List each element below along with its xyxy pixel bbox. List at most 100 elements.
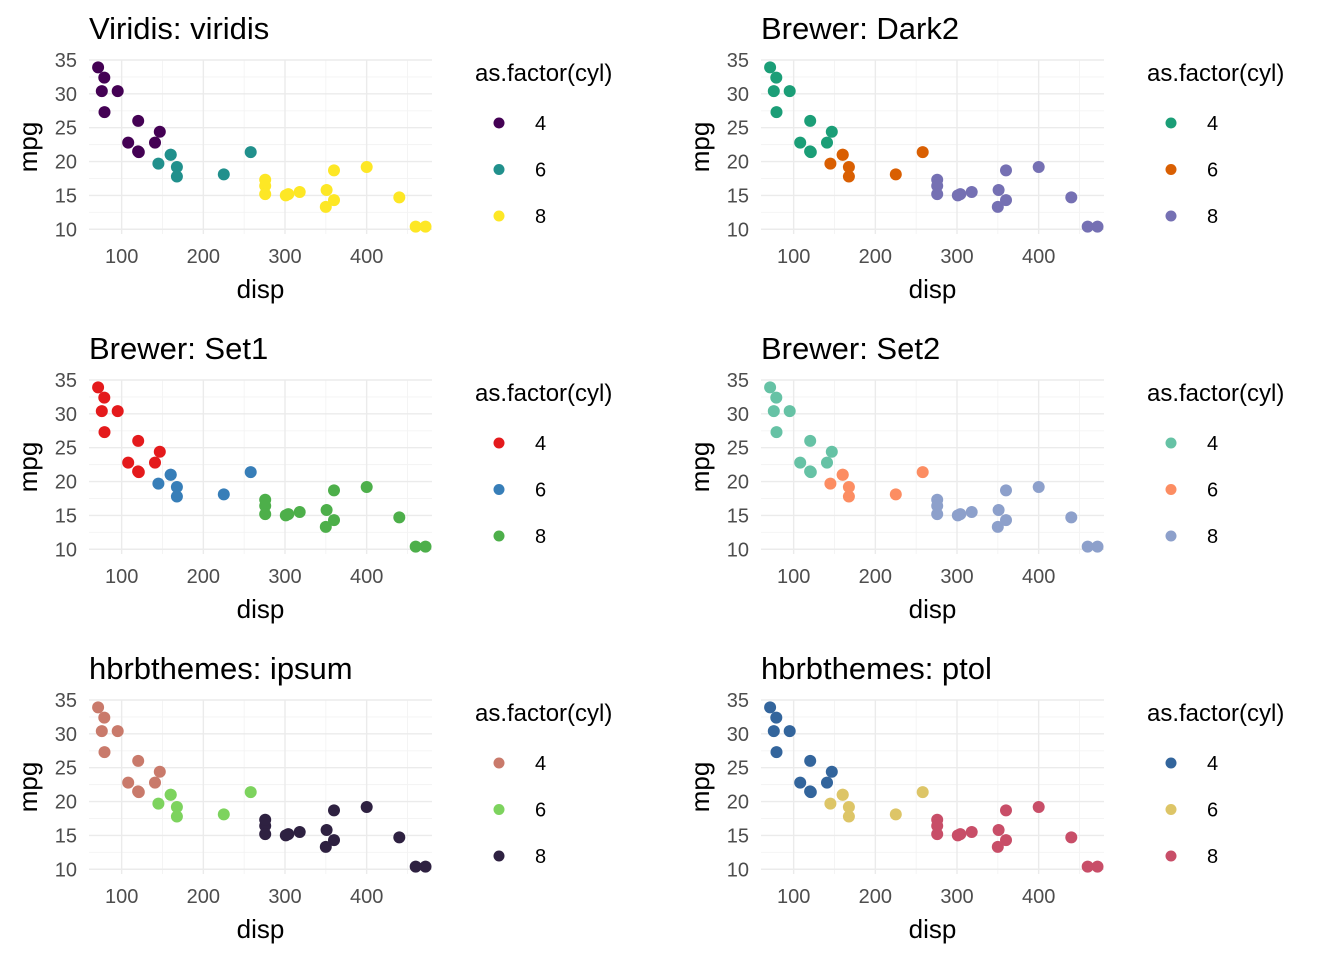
x-axis-label: disp (909, 274, 957, 304)
data-point-8cyl (393, 831, 406, 844)
data-point-8cyl (1000, 804, 1012, 817)
data-point-6cyl (916, 466, 929, 479)
y-tick-label: 25 (727, 438, 749, 460)
data-point-4cyl (132, 434, 145, 447)
legend-key-8 (493, 530, 505, 542)
data-point-6cyl (164, 788, 177, 801)
legend-key-6 (493, 164, 505, 175)
data-point-4cyl (794, 776, 807, 789)
legend-label-8: 8 (535, 846, 546, 868)
y-tick-label: 15 (727, 505, 749, 527)
data-point-8cyl (279, 829, 292, 842)
data-point-4cyl (770, 71, 783, 84)
y-tick-label: 20 (727, 792, 749, 814)
data-point-4cyl (794, 456, 807, 469)
data-point-8cyl (328, 834, 340, 847)
data-point-4cyl (783, 405, 796, 418)
chart-title: hbrbthemes: ipsum (89, 651, 353, 686)
data-point-8cyl (1000, 514, 1012, 527)
data-point-8cyl (279, 189, 292, 202)
y-tick-label: 30 (727, 84, 749, 106)
data-point-8cyl (319, 520, 332, 533)
x-tick-label: 300 (268, 886, 301, 908)
x-tick-label: 200 (187, 246, 220, 268)
y-tick-label: 10 (727, 859, 749, 881)
legend-label-6: 6 (535, 160, 546, 182)
data-point-4cyl (98, 426, 111, 439)
y-axis-label: mpg (685, 442, 715, 493)
y-tick-label: 10 (727, 219, 749, 241)
data-point-8cyl (1081, 220, 1094, 233)
legend-key-4 (1165, 437, 1177, 449)
data-point-6cyl (836, 468, 849, 481)
y-tick-label: 35 (727, 370, 749, 392)
data-point-6cyl (152, 157, 165, 170)
data-point-4cyl (767, 85, 780, 98)
data-point-8cyl (419, 540, 432, 553)
data-point-6cyl (836, 148, 849, 161)
data-point-8cyl (319, 840, 332, 853)
data-point-8cyl (1081, 540, 1094, 553)
legend-label-6: 6 (1207, 480, 1218, 502)
data-point-8cyl (409, 860, 422, 873)
x-tick-label: 200 (187, 886, 220, 908)
data-point-4cyl (98, 746, 111, 759)
data-point-6cyl (842, 481, 855, 493)
y-tick-label: 25 (55, 758, 77, 780)
chart-title: Brewer: Set2 (761, 331, 940, 366)
legend-key-4 (493, 437, 505, 449)
data-point-4cyl (821, 776, 833, 789)
legend-title: as.factor(cyl) (475, 380, 612, 407)
data-point-8cyl (328, 484, 340, 497)
data-point-8cyl (965, 186, 978, 198)
data-point-6cyl (824, 477, 837, 490)
data-point-8cyl (259, 828, 272, 841)
legend-label-6: 6 (1207, 160, 1218, 182)
y-axis-label: mpg (13, 442, 43, 493)
x-axis-label: disp (909, 914, 957, 944)
data-point-4cyl (149, 776, 161, 789)
y-tick-label: 15 (727, 185, 749, 207)
data-point-8cyl (931, 813, 944, 826)
data-point-6cyl (916, 786, 929, 799)
data-point-6cyl (916, 146, 929, 159)
x-tick-label: 200 (859, 246, 892, 268)
x-tick-label: 300 (268, 566, 301, 588)
data-point-6cyl (889, 168, 902, 181)
data-point-4cyl (825, 765, 838, 778)
x-tick-label: 400 (1022, 246, 1055, 268)
data-point-8cyl (1000, 484, 1012, 497)
data-point-4cyl (111, 85, 124, 98)
chart-panel-5: hbrbthemes: ipsum 100 200 300 400 10 15 20 25 30 3… (13, 651, 612, 944)
data-point-6cyl (842, 810, 855, 823)
data-point-8cyl (409, 540, 422, 553)
y-tick-label: 25 (55, 438, 77, 460)
legend-label-4: 4 (535, 433, 546, 455)
legend-key-6 (1165, 164, 1177, 175)
legend-key-8 (493, 850, 505, 862)
x-axis-label: disp (237, 274, 285, 304)
chart-title: Brewer: Dark2 (761, 11, 959, 46)
y-tick-label: 20 (727, 472, 749, 494)
data-point-4cyl (111, 405, 124, 418)
x-axis-label: disp (909, 594, 957, 624)
legend-label-4: 4 (1207, 113, 1218, 135)
data-point-4cyl (95, 85, 108, 98)
x-tick-label: 400 (350, 886, 383, 908)
data-point-8cyl (259, 508, 272, 521)
chart-panel-1: Viridis: viridis 100 200 300 400 10 15 20 25 30 35… (13, 11, 612, 304)
data-point-4cyl (153, 765, 166, 778)
chart-panel-3: Brewer: Set1 100 200 300 400 10 15 20 25 30 35 disp… (13, 331, 612, 624)
y-tick-label: 20 (55, 472, 77, 494)
data-point-6cyl (244, 786, 257, 799)
data-point-4cyl (98, 71, 111, 84)
legend-key-4 (1165, 757, 1177, 769)
data-point-8cyl (293, 186, 306, 198)
y-tick-label: 15 (55, 505, 77, 527)
y-tick-label: 15 (55, 185, 77, 207)
data-point-4cyl (770, 746, 783, 759)
data-point-8cyl (259, 188, 272, 201)
chart-panel-6: hbrbthemes: ptol 100 200 300 400 10 15 20 25 30 35… (685, 651, 1284, 944)
data-point-8cyl (991, 200, 1004, 213)
